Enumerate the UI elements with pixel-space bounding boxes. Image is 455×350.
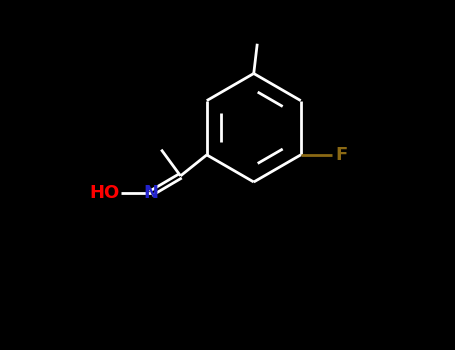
Text: HO: HO (89, 184, 119, 202)
Text: N: N (143, 184, 158, 202)
Text: F: F (335, 146, 347, 164)
